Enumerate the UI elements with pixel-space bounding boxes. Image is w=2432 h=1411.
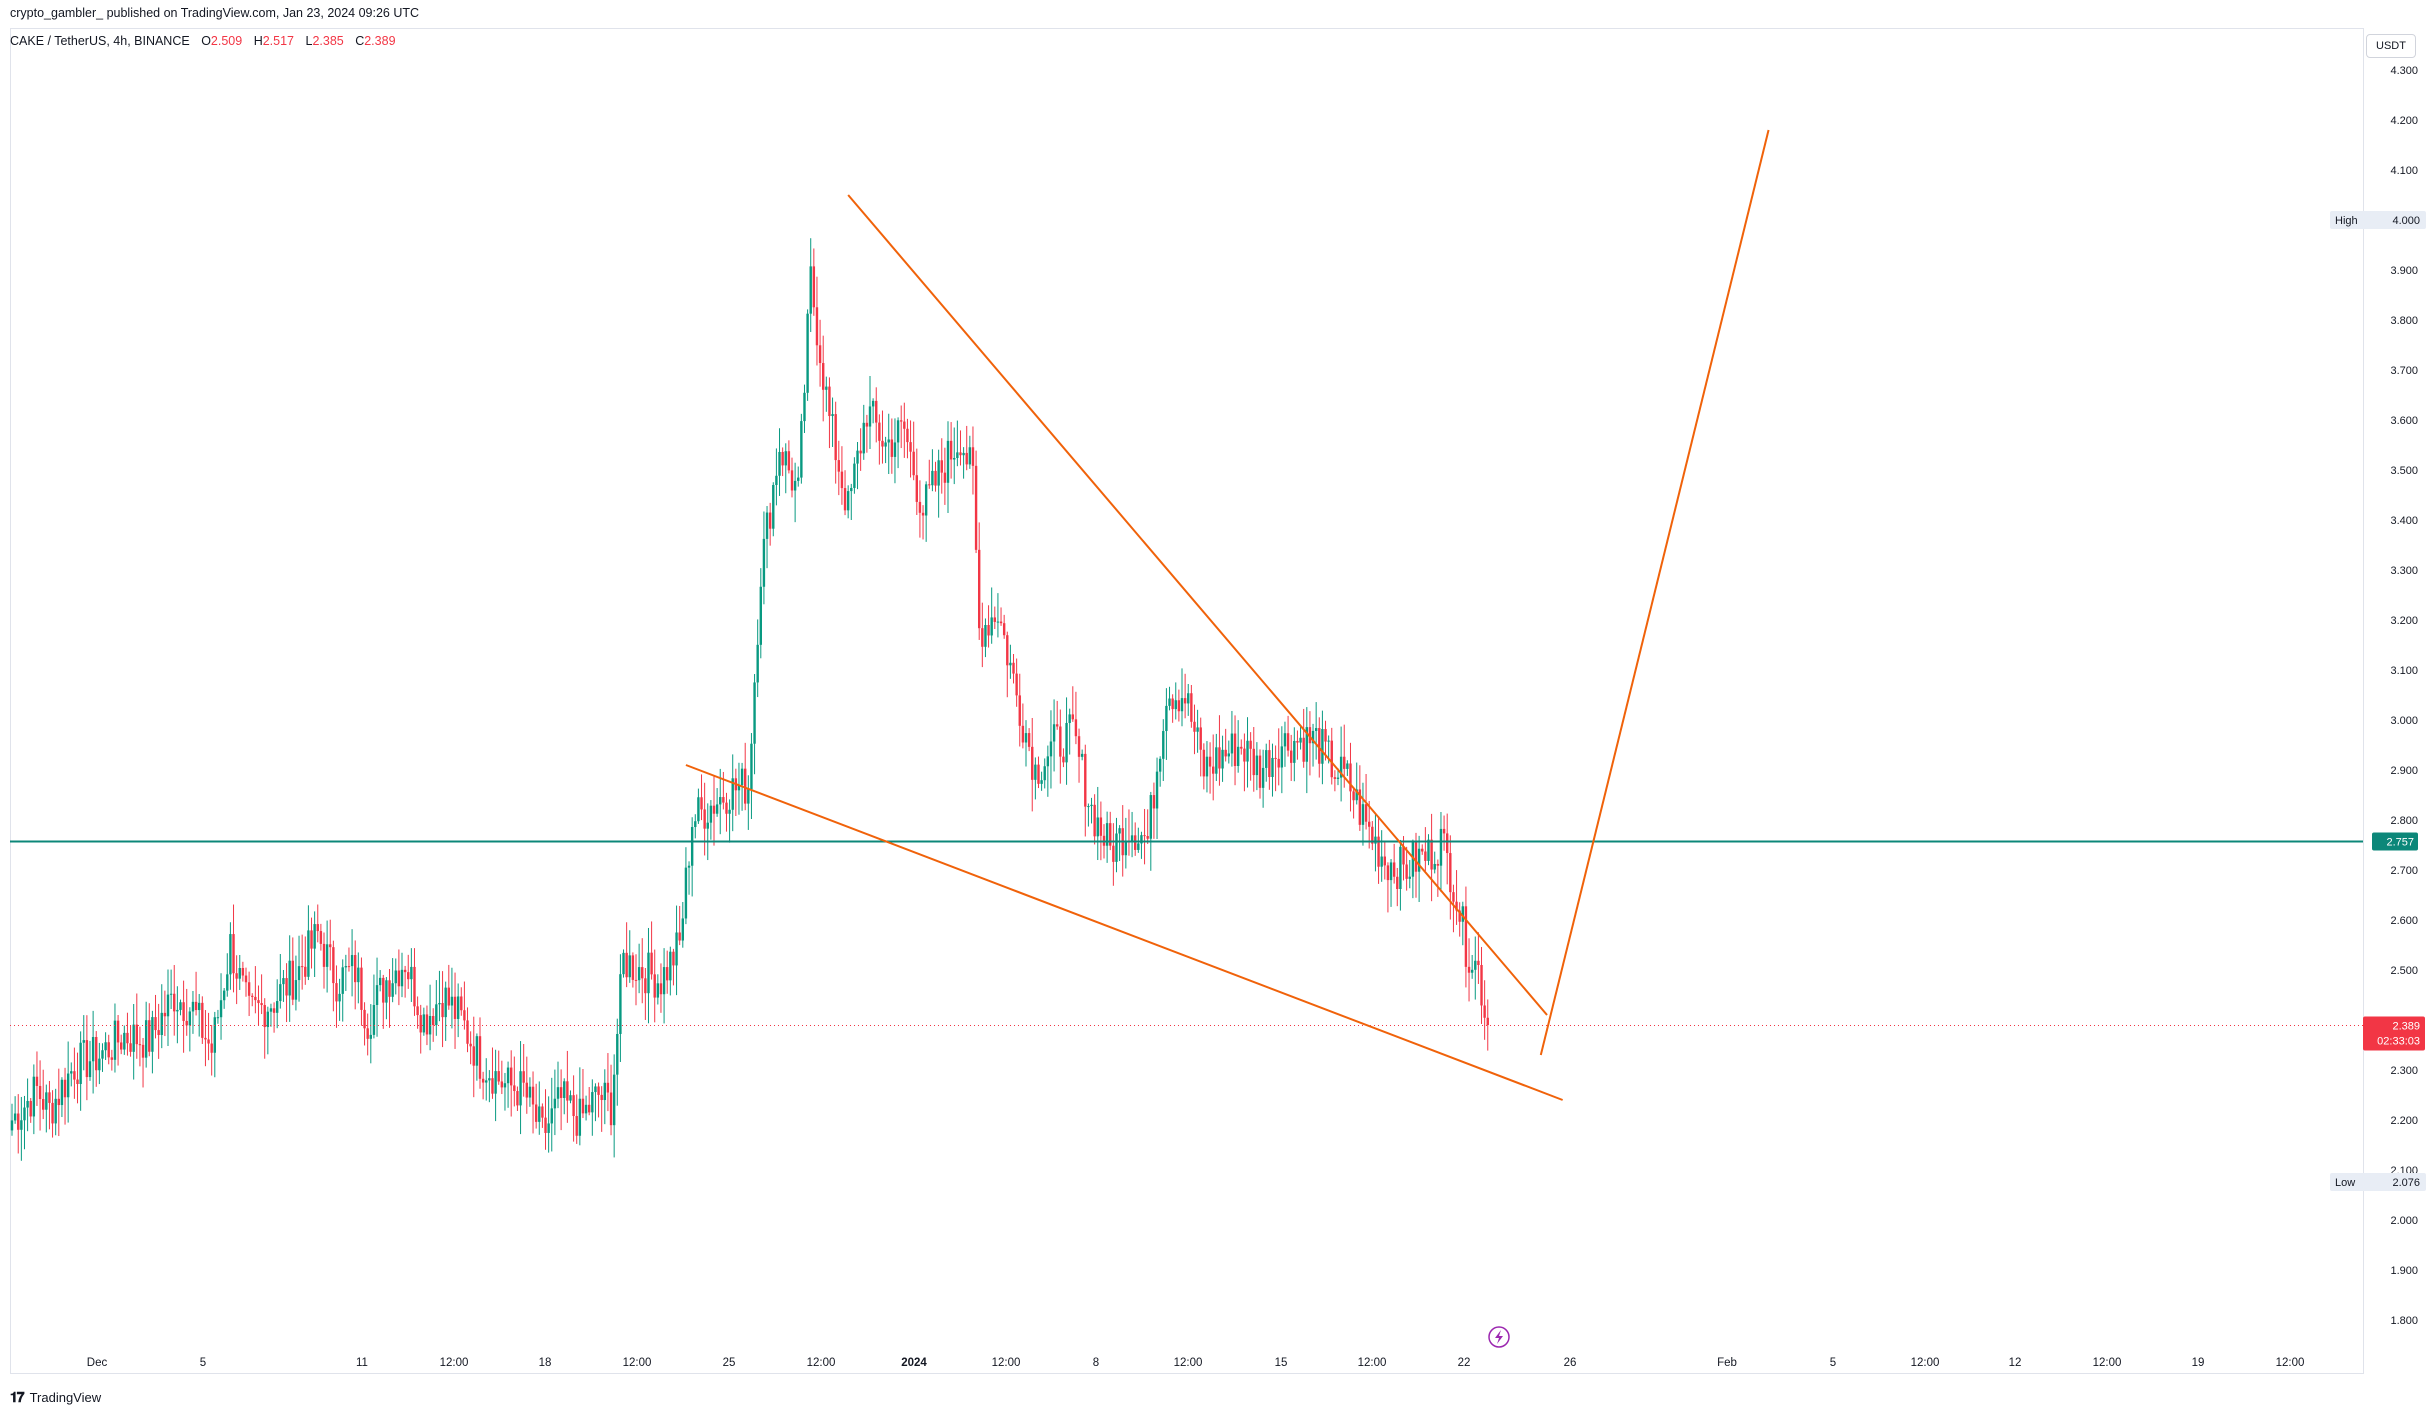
symbol-legend: CAKE / TetherUS, 4h, BINANCE O2.509 H2.5… (10, 34, 396, 48)
tradingview-logo-icon[interactable]: 𝟏𝟕 (10, 1389, 25, 1405)
chart-pane[interactable] (10, 28, 2363, 1374)
high-value: 2.517 (262, 34, 294, 48)
symbol-name: CAKE / TetherUS, 4h, BINANCE (10, 34, 190, 48)
price-axis[interactable] (2363, 28, 2432, 1374)
footer-brand[interactable]: TradingView (29, 1390, 102, 1405)
close-value: 2.389 (364, 34, 396, 48)
open-label: O (201, 34, 211, 48)
footer: 𝟏𝟕 TradingView (10, 1389, 101, 1406)
publication-attribution: crypto_gambler_ published on TradingView… (10, 6, 420, 20)
currency-button[interactable]: USDT (2366, 34, 2416, 58)
close-label: C (355, 34, 365, 48)
high-label: H (253, 34, 263, 48)
low-value: 2.385 (312, 34, 344, 48)
low-label: L (305, 34, 313, 48)
open-value: 2.509 (210, 34, 243, 48)
